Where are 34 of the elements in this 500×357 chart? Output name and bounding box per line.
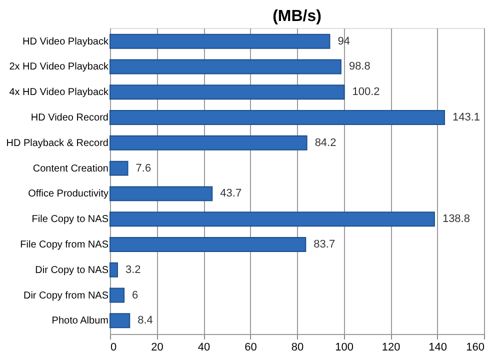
x-tick-label: 120 [382, 342, 400, 354]
y-tick-label: 4x HD Video Playback [9, 87, 110, 98]
x-tick-label: 160 [466, 342, 484, 354]
data-label: 143.1 [452, 112, 480, 124]
chart-title: (MB/s) [272, 8, 322, 25]
y-tick-label: Office Productivity [28, 188, 108, 200]
data-label: 83.7 [314, 238, 336, 250]
data-label: 138.8 [442, 213, 470, 226]
data-label: 8.4 [138, 314, 153, 327]
y-tick-label: HD Playback & Record [6, 138, 108, 149]
y-tick-label: Dir Copy to NAS [35, 264, 109, 276]
data-label: 43.7 [220, 188, 242, 200]
data-label: 94 [338, 35, 350, 48]
y-tick-label: File Copy to NAS [32, 214, 109, 226]
data-label: 6 [132, 289, 138, 302]
x-tick-label: 100 [335, 342, 354, 354]
y-tick-label: HD Video Record [30, 112, 108, 124]
x-tick-label: 80 [291, 342, 304, 354]
y-tick-label: File Copy from NAS [20, 239, 109, 250]
y-tick-label: Dir Copy from NAS [23, 290, 109, 302]
y-tick-label: Photo Album [52, 316, 108, 327]
data-label: 3.2 [125, 264, 141, 276]
x-tick-label: 140 [428, 342, 447, 354]
x-tick-label: 0 [110, 342, 117, 354]
x-tick-label: 60 [244, 342, 257, 354]
y-tick-label: HD Video Playback [22, 36, 110, 48]
x-tick-label: 20 [151, 342, 164, 354]
data-label: 98.8 [348, 60, 370, 73]
data-label: 84.2 [314, 136, 336, 149]
x-tick-label: 40 [198, 342, 210, 354]
data-label: 100.2 [352, 86, 380, 98]
y-tick-label: Content Creation [32, 163, 108, 174]
y-tick-label: 2x HD Video Playback [9, 62, 110, 73]
data-label: 7.6 [136, 162, 152, 174]
